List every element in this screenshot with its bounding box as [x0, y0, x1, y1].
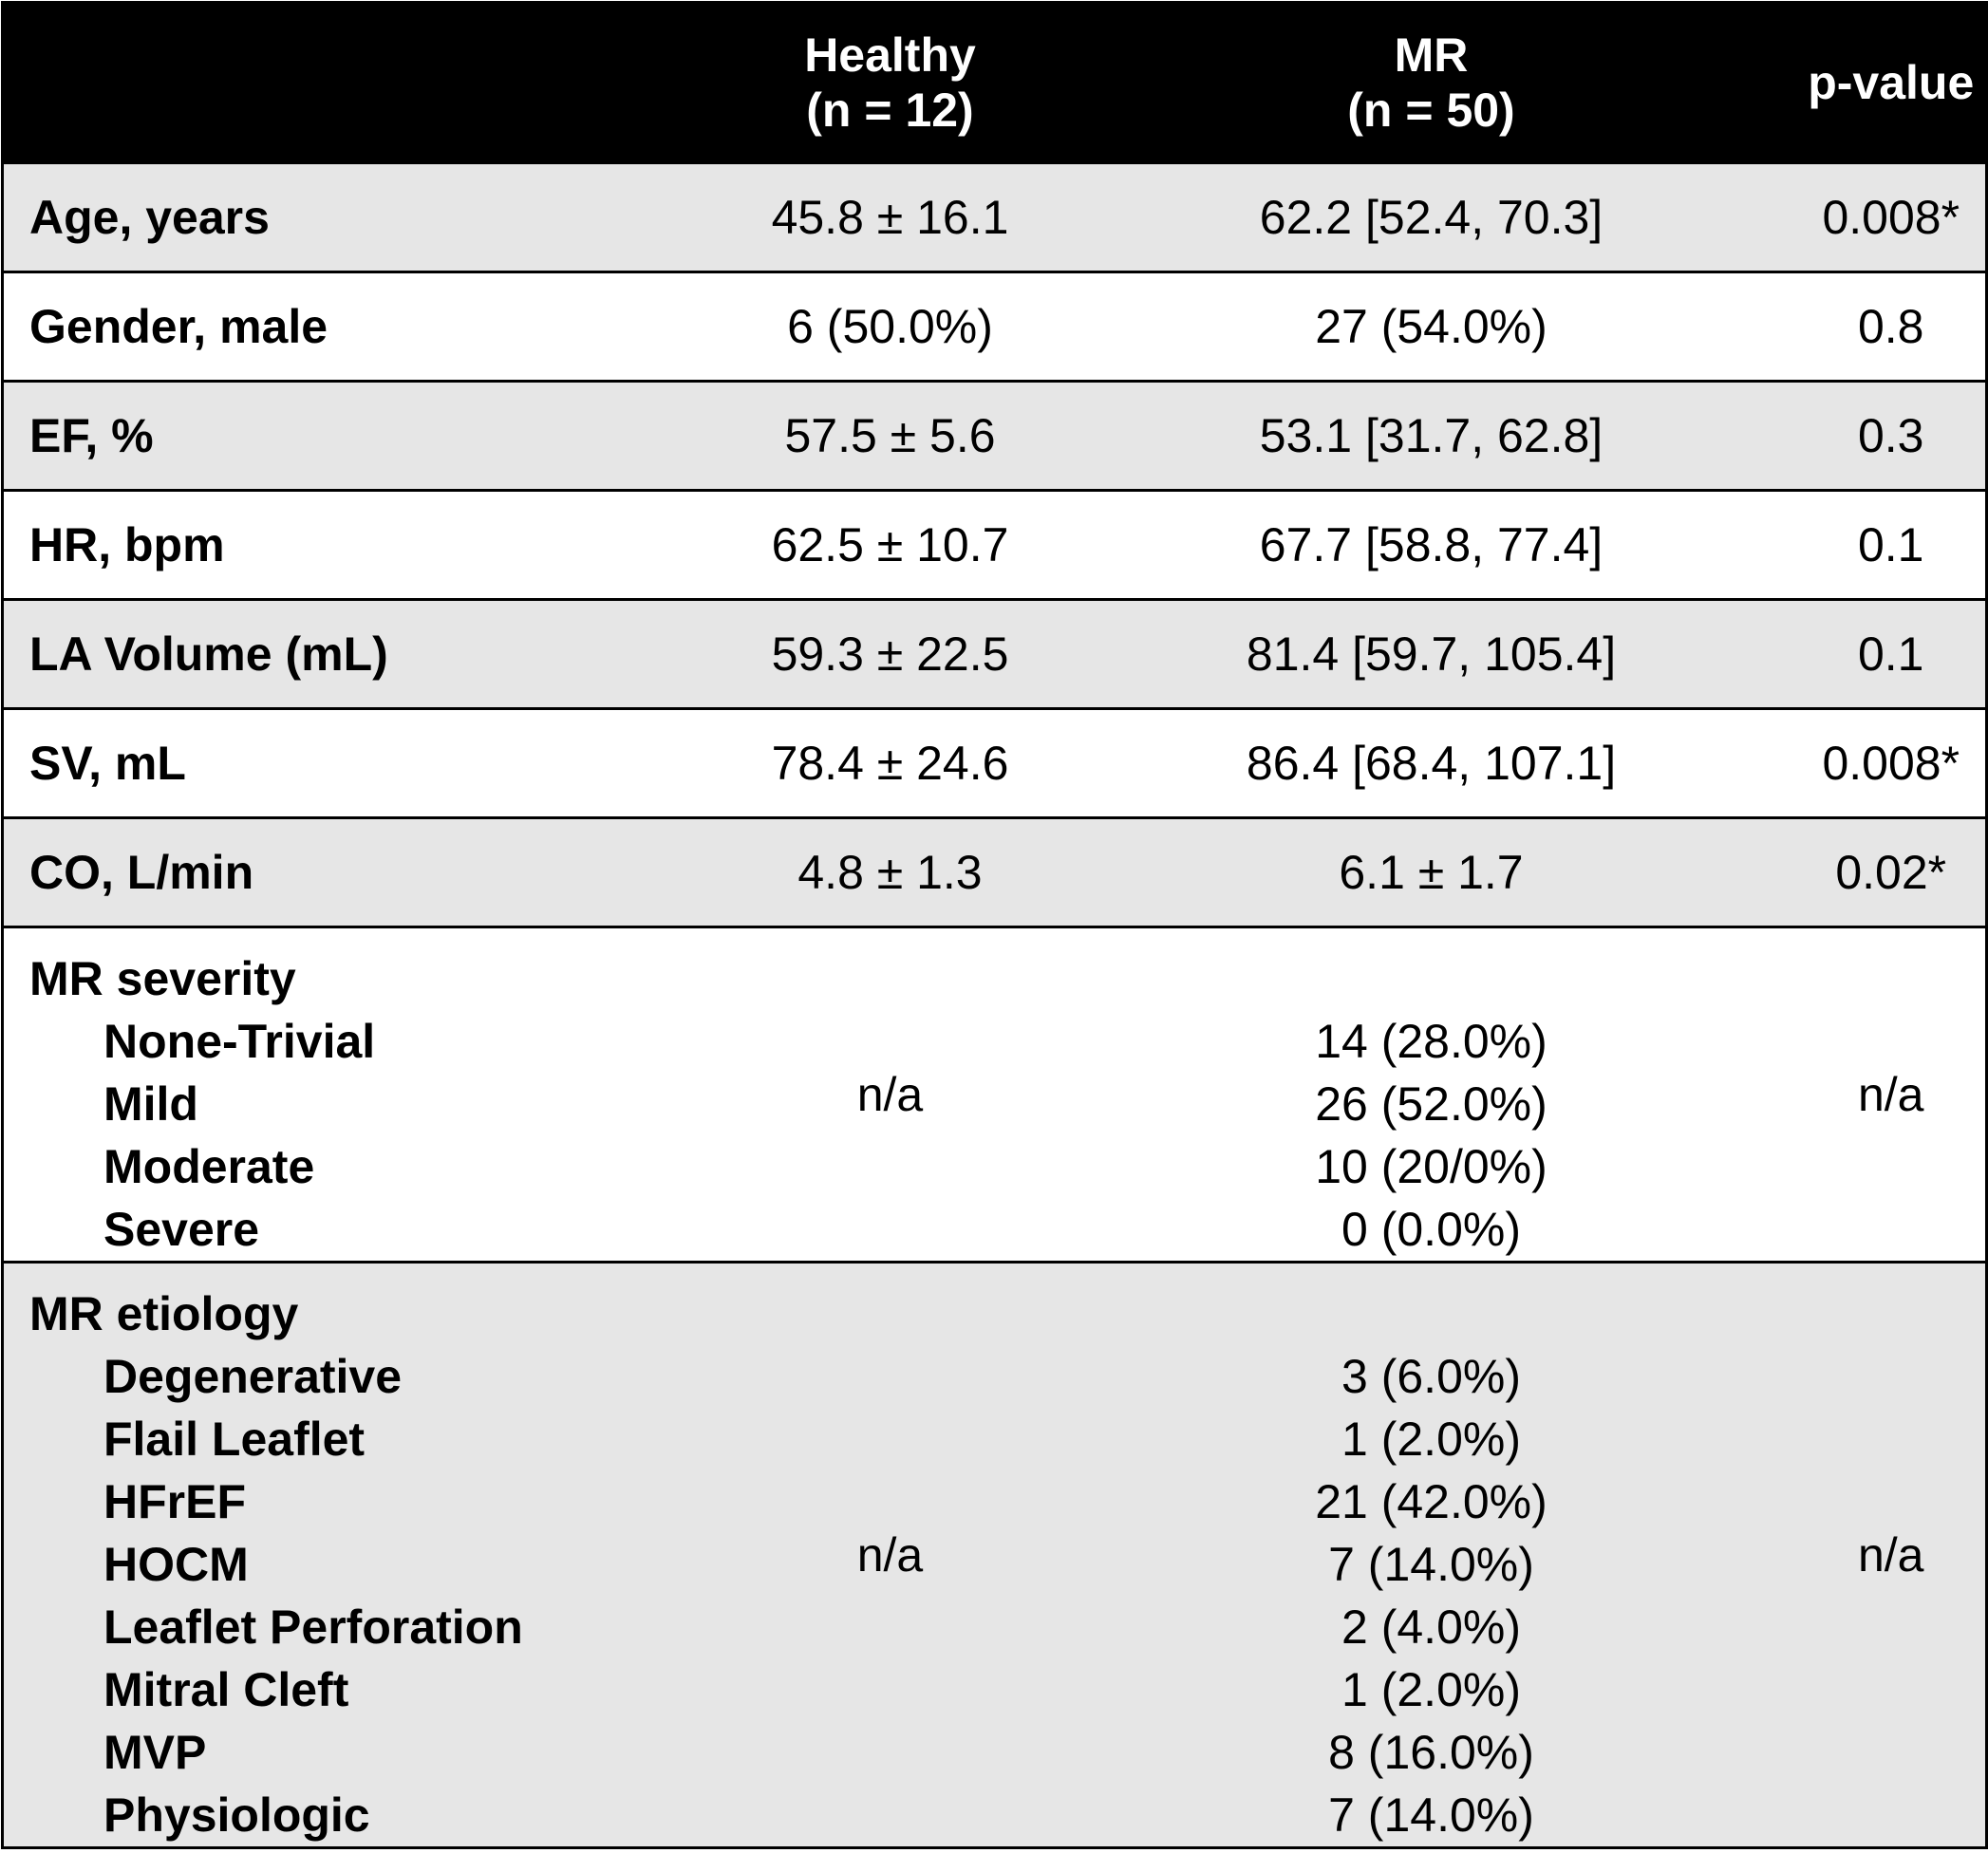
severity-item-value: 14 (28.0%) — [1315, 1015, 1547, 1068]
etiology-title: MR etiology — [29, 1287, 299, 1340]
p-value: 0.8 — [1796, 271, 1987, 382]
header-healthy: Healthy (n = 12) — [714, 2, 1066, 163]
healthy-value: 4.8 ± 1.3 — [714, 816, 1066, 927]
severity-item-value: 10 (20/0%) — [1315, 1140, 1547, 1193]
severity-p-value: n/a — [1796, 926, 1987, 1263]
etiology-item-label: Mitral Cleft — [103, 1663, 349, 1716]
severity-labels: MR severity None-Trivial Mild Moderate S… — [2, 926, 715, 1263]
etiology-item-value: 1 (2.0%) — [1341, 1413, 1521, 1466]
row-label: Age, years — [2, 161, 715, 272]
etiology-item-label: Flail Leaflet — [103, 1413, 366, 1466]
severity-healthy-value: n/a — [714, 926, 1066, 1263]
etiology-healthy-value: n/a — [714, 1261, 1066, 1848]
etiology-item-value: 7 (14.0%) — [1328, 1538, 1534, 1591]
header-healthy-title: Healthy — [804, 28, 976, 82]
p-value: 0.1 — [1796, 489, 1987, 600]
table-row-ef: EF, % 57.5 ± 5.6 53.1 [31.7, 62.8] 0.3 — [2, 380, 1987, 491]
row-label: LA Volume (mL) — [2, 598, 715, 709]
healthy-value: 57.5 ± 5.6 — [714, 380, 1066, 491]
severity-item-value: 0 (0.0%) — [1341, 1203, 1521, 1256]
table-row-hr: HR, bpm 62.5 ± 10.7 67.7 [58.8, 77.4] 0.… — [2, 489, 1987, 600]
mr-value: 27 (54.0%) — [1065, 271, 1797, 382]
severity-item-label: Mild — [103, 1077, 198, 1131]
healthy-value: 62.5 ± 10.7 — [714, 489, 1066, 600]
row-label: HR, bpm — [2, 489, 715, 600]
table-row-age: Age, years 45.8 ± 16.1 62.2 [52.4, 70.3]… — [2, 161, 1987, 272]
severity-item-value: 26 (52.0%) — [1315, 1077, 1547, 1131]
mr-value: 62.2 [52.4, 70.3] — [1065, 161, 1797, 272]
etiology-labels: MR etiology Degenerative Flail Leaflet H… — [2, 1261, 715, 1848]
header-mr-title: MR — [1394, 28, 1469, 82]
healthy-value: 78.4 ± 24.6 — [714, 707, 1066, 818]
etiology-item-value: 8 (16.0%) — [1328, 1726, 1534, 1779]
row-label: Gender, male — [2, 271, 715, 382]
row-label: CO, L/min — [2, 816, 715, 927]
etiology-item-label: MVP — [103, 1726, 207, 1779]
mr-value: 86.4 [68.4, 107.1] — [1065, 707, 1797, 818]
healthy-value: 6 (50.0%) — [714, 271, 1066, 382]
etiology-item-value: 21 (42.0%) — [1315, 1475, 1547, 1528]
mr-value: 67.7 [58.8, 77.4] — [1065, 489, 1797, 600]
etiology-item-label: HFrEF — [103, 1475, 246, 1528]
p-value: 0.008* — [1796, 707, 1987, 818]
severity-mr-values: 14 (28.0%) 26 (52.0%) 10 (20/0%) 0 (0.0%… — [1065, 926, 1797, 1263]
table-row-sv: SV, mL 78.4 ± 24.6 86.4 [68.4, 107.1] 0.… — [2, 707, 1987, 818]
severity-item-label: Severe — [103, 1203, 260, 1256]
etiology-item-label: HOCM — [103, 1538, 249, 1591]
etiology-p-value: n/a — [1796, 1261, 1987, 1848]
mr-value: 53.1 [31.7, 62.8] — [1065, 380, 1797, 491]
healthy-value: 45.8 ± 16.1 — [714, 161, 1066, 272]
table-row-gender: Gender, male 6 (50.0%) 27 (54.0%) 0.8 — [2, 271, 1987, 382]
table-row-co: CO, L/min 4.8 ± 1.3 6.1 ± 1.7 0.02* — [2, 816, 1987, 927]
severity-item-label: Moderate — [103, 1140, 315, 1193]
etiology-item-label: Physiologic — [103, 1788, 370, 1842]
etiology-item-value: 7 (14.0%) — [1328, 1788, 1534, 1842]
table-row-mr-severity: MR severity None-Trivial Mild Moderate S… — [2, 926, 1987, 1263]
severity-item-label: None-Trivial — [103, 1015, 376, 1068]
healthy-value: 59.3 ± 22.5 — [714, 598, 1066, 709]
etiology-item-value: 1 (2.0%) — [1341, 1663, 1521, 1716]
header-healthy-n: (n = 12) — [806, 84, 974, 137]
p-value: 0.3 — [1796, 380, 1987, 491]
etiology-item-label: Degenerative — [103, 1350, 403, 1403]
header-pvalue: p-value — [1796, 2, 1987, 163]
header-variable — [2, 2, 715, 163]
p-value: 0.02* — [1796, 816, 1987, 927]
header-mr-n: (n = 50) — [1347, 84, 1515, 137]
table-row-la-volume: LA Volume (mL) 59.3 ± 22.5 81.4 [59.7, 1… — [2, 598, 1987, 709]
etiology-item-label: Leaflet Perforation — [103, 1601, 523, 1654]
etiology-item-value: 2 (4.0%) — [1341, 1601, 1521, 1654]
row-label: SV, mL — [2, 707, 715, 818]
etiology-item-value: 3 (6.0%) — [1341, 1350, 1521, 1403]
table-row-mr-etiology: MR etiology Degenerative Flail Leaflet H… — [2, 1261, 1987, 1848]
header-row: Healthy (n = 12) MR (n = 50) p-value — [2, 2, 1987, 163]
severity-title: MR severity — [29, 952, 296, 1005]
row-label: EF, % — [2, 380, 715, 491]
mr-value: 81.4 [59.7, 105.4] — [1065, 598, 1797, 709]
mr-value: 6.1 ± 1.7 — [1065, 816, 1797, 927]
p-value: 0.008* — [1796, 161, 1987, 272]
etiology-mr-values: 3 (6.0%) 1 (2.0%) 21 (42.0%) 7 (14.0%) 2… — [1065, 1261, 1797, 1848]
p-value: 0.1 — [1796, 598, 1987, 709]
header-mr: MR (n = 50) — [1065, 2, 1797, 163]
